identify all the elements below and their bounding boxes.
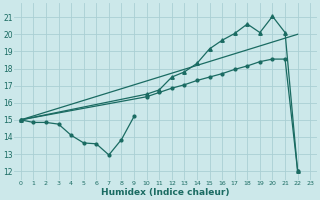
X-axis label: Humidex (Indice chaleur): Humidex (Indice chaleur) — [101, 188, 230, 197]
